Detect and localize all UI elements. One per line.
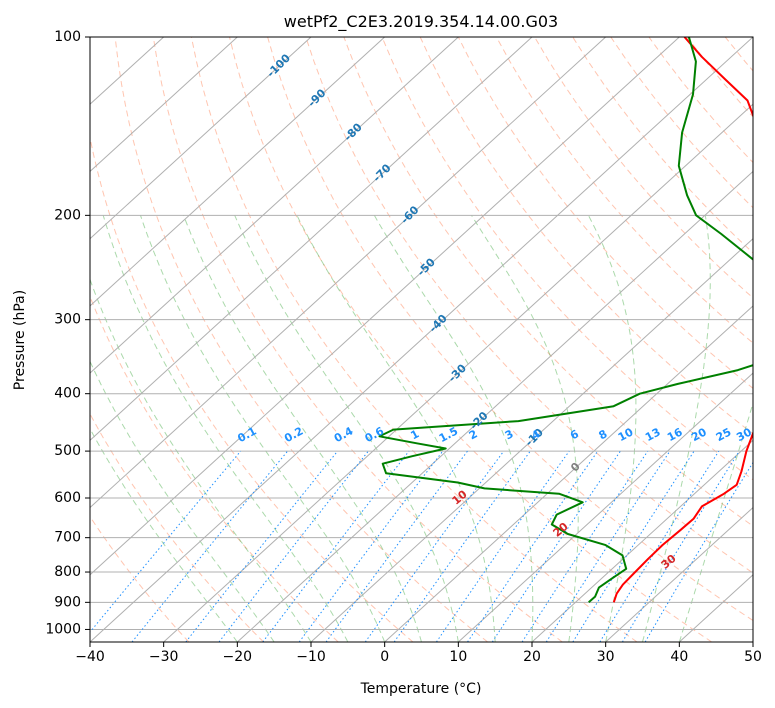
mixing-ratio-line	[325, 450, 468, 642]
mixing-ratio-line	[262, 450, 410, 642]
mixing-ratio-line	[393, 450, 531, 642]
moist-adiabat	[234, 215, 459, 642]
x-tick-label: 50	[744, 649, 762, 665]
y-tick-label: 500	[54, 443, 81, 459]
y-tick-label: 400	[54, 386, 81, 402]
y-tick-label: 800	[54, 564, 81, 580]
y-tick-label: 700	[54, 530, 81, 546]
isotherm-line	[90, 37, 533, 442]
moist-adiabat	[102, 215, 349, 642]
moist-adiabat	[587, 215, 637, 642]
dry-adiabat	[152, 37, 563, 642]
dry-adiabat	[305, 37, 753, 574]
isotherm-line	[90, 37, 312, 240]
dry-adiabat	[457, 37, 753, 389]
dry-adiabat	[229, 37, 712, 642]
x-tick-label: 40	[670, 649, 688, 665]
isotherm-line	[163, 103, 753, 642]
moist-adiabat	[373, 215, 534, 642]
mixing-ratio-label: 25	[714, 425, 734, 444]
moist-adiabat	[90, 360, 275, 642]
x-tick-label: −20	[223, 649, 253, 665]
y-tick-label: 100	[54, 29, 81, 45]
mixing-ratio-line	[298, 450, 444, 642]
profile-lines	[378, 37, 753, 604]
dry-adiabat	[90, 412, 264, 642]
isotherm-line	[90, 37, 238, 173]
moist-adiabat	[642, 215, 711, 642]
y-tick-label: 200	[54, 207, 81, 223]
isotherm-line	[457, 372, 753, 642]
x-axis-label: Temperature (°C)	[360, 681, 482, 697]
isotherm-line	[90, 37, 459, 374]
mixing-ratio-line	[90, 450, 242, 633]
x-tick-label: −40	[75, 649, 105, 665]
mixing-ratio-label: 20	[689, 425, 709, 444]
y-tick-label: 1000	[45, 621, 81, 637]
chart-title: wetPf2_C2E3.2019.354.14.00.G03	[284, 12, 558, 32]
isotherm-line	[90, 37, 607, 509]
dry-adiabat	[495, 37, 753, 344]
isotherm-line	[310, 237, 753, 642]
mixing-ratio-label: 30	[734, 425, 754, 444]
mixing-ratio-line	[621, 450, 740, 642]
isotherm-line	[531, 439, 753, 642]
dry-adiabat	[381, 37, 753, 481]
mixing-ratio-line	[521, 450, 649, 642]
background-lines	[90, 37, 753, 642]
y-tick-label: 600	[54, 490, 81, 506]
dry-adiabat	[534, 37, 753, 299]
x-tick-label: 30	[597, 649, 615, 665]
x-tick-label: 0	[380, 649, 389, 665]
mixing-ratio-line	[185, 450, 338, 642]
dry-adiabat	[267, 37, 753, 622]
dry-adiabat	[190, 37, 638, 642]
moist-adiabat	[90, 278, 312, 642]
moist-adiabat	[140, 215, 386, 642]
dewpoint-line	[378, 37, 753, 604]
x-tick-label: −10	[296, 649, 326, 665]
temperature-line	[612, 37, 753, 603]
mixing-ratio-line	[467, 450, 599, 642]
isotherm-line	[90, 37, 680, 576]
mixing-ratio-line	[435, 450, 570, 642]
mixing-ratio-label: 13	[643, 425, 663, 444]
mixing-ratio-line	[545, 450, 671, 642]
mixing-ratio-line	[491, 450, 621, 642]
mixing-ratio-label: 16	[665, 425, 685, 444]
dry-adiabat	[90, 135, 414, 642]
dry-adiabat	[114, 37, 488, 642]
isotherm-line	[236, 170, 753, 642]
x-tick-label: 10	[449, 649, 467, 665]
mixing-ratio-line	[364, 450, 505, 642]
mixing-ratio-line	[572, 450, 695, 642]
dry-adiabat	[343, 37, 753, 527]
x-tick-label: −30	[149, 649, 179, 665]
isotherm-line	[605, 506, 753, 642]
isotherm-line	[90, 37, 386, 307]
dry-adiabat	[90, 515, 190, 642]
mixing-ratio-label: 10	[616, 425, 636, 444]
isotherm-line	[90, 37, 753, 642]
dry-adiabat	[419, 37, 753, 435]
isotherm-line	[384, 305, 753, 642]
moist-adiabat	[471, 215, 579, 642]
plot-frame	[89, 36, 754, 643]
y-axis-label: Pressure (hPa)	[12, 290, 28, 390]
y-tick-label: 300	[54, 312, 81, 328]
moist-adiabat	[296, 215, 496, 642]
x-tick-label: 20	[523, 649, 541, 665]
y-tick-label: 900	[54, 594, 81, 610]
mixing-ratio-line	[131, 450, 288, 642]
